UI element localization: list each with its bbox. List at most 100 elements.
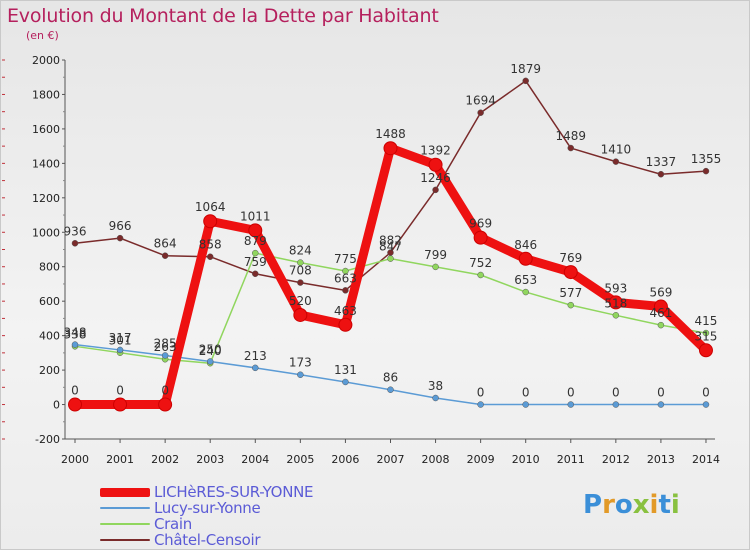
data-label: 653 [514, 273, 537, 287]
chart-unit: (en €) [26, 29, 59, 42]
data-label: 1337 [646, 155, 677, 169]
x-tick-label: 2001 [106, 453, 134, 466]
data-point [702, 329, 710, 337]
data-point [387, 255, 394, 262]
data-label: 0 [161, 384, 169, 398]
data-label: 301 [109, 334, 132, 348]
data-label: 969 [469, 217, 492, 231]
data-point [248, 223, 263, 238]
data-point [612, 158, 620, 165]
data-label: 1011 [240, 209, 271, 223]
data-point [567, 301, 575, 309]
data-label: 1410 [601, 143, 632, 157]
data-label: 1694 [465, 94, 496, 108]
data-point [428, 157, 443, 172]
x-tick-label: 2011 [557, 453, 585, 466]
data-point [477, 271, 484, 279]
data-label: 1392 [420, 144, 451, 158]
legend-swatch [100, 507, 150, 509]
data-point [698, 343, 713, 358]
data-label: 879 [244, 234, 267, 248]
data-point [383, 141, 398, 156]
x-tick-label: 2004 [241, 453, 269, 466]
data-label: 0 [612, 386, 620, 400]
data-label: 0 [522, 386, 530, 400]
y-tick-label: -200 [35, 433, 60, 446]
data-point [567, 144, 575, 152]
data-label: 752 [469, 256, 492, 270]
data-label: 0 [116, 384, 124, 398]
data-label: 285 [154, 336, 177, 350]
data-label: 569 [649, 286, 672, 300]
data-label: 663 [334, 271, 357, 285]
data-label: 1355 [691, 152, 722, 166]
data-label: 38 [428, 379, 443, 393]
data-label: 250 [199, 342, 222, 356]
data-point [387, 386, 394, 393]
data-point [522, 77, 529, 85]
data-label: 1064 [195, 200, 226, 214]
y-tick-label: 200 [39, 364, 60, 377]
data-point [293, 307, 308, 322]
data-label: 858 [199, 238, 222, 252]
data-point [702, 401, 710, 408]
data-point [702, 167, 710, 175]
data-point [657, 401, 665, 408]
legend-label: Châtel-Censoir [154, 530, 261, 549]
data-label: 86 [383, 371, 398, 385]
legend-swatch [100, 539, 150, 541]
y-tick-label: 400 [39, 330, 60, 343]
data-point [342, 378, 349, 386]
y-tick-label: 1400 [32, 157, 60, 170]
data-point [206, 253, 214, 260]
y-tick-label: 1200 [32, 192, 60, 205]
data-point [252, 249, 259, 257]
y-tick-label: 0 [53, 399, 60, 412]
data-label: 415 [695, 314, 718, 328]
data-label: 463 [334, 304, 357, 318]
x-tick-label: 2003 [196, 453, 224, 466]
data-point [116, 346, 124, 354]
data-point [477, 109, 484, 116]
data-label: 317 [109, 331, 132, 345]
data-label: 0 [657, 386, 665, 400]
data-point [567, 401, 575, 408]
legend-item: Lucy-sur-Yonne [100, 500, 261, 516]
data-point [158, 397, 173, 412]
data-point [338, 317, 353, 332]
data-point [206, 358, 214, 365]
x-tick-label: 2013 [647, 453, 675, 466]
data-label: 0 [477, 386, 485, 400]
data-point [657, 170, 665, 178]
data-label: 461 [649, 306, 672, 320]
data-point [113, 397, 128, 412]
x-tick-label: 2009 [467, 453, 495, 466]
data-label: 0 [71, 384, 79, 398]
data-point [252, 364, 259, 372]
data-label: 1246 [420, 171, 451, 185]
data-label: 593 [604, 281, 627, 295]
y-tick-label: 800 [39, 261, 60, 274]
data-label: 577 [559, 286, 582, 300]
data-point [203, 214, 218, 229]
data-point [161, 252, 169, 259]
data-point [653, 299, 668, 314]
data-label: 213 [244, 349, 267, 363]
chart-title: Evolution du Montant de la Dette par Hab… [7, 5, 439, 27]
series-line-3 [70, 143, 711, 410]
data-label: 240 [199, 344, 222, 358]
x-tick-label: 2006 [331, 453, 359, 466]
data-label: 769 [559, 251, 582, 265]
y-tick-label: 1600 [32, 123, 60, 136]
data-point [608, 295, 623, 310]
data-label: 775 [334, 252, 357, 266]
data-point [297, 371, 304, 378]
data-point [657, 321, 665, 329]
data-point [477, 401, 484, 408]
data-label: 1488 [375, 127, 406, 141]
data-label: 864 [154, 237, 177, 251]
data-point [563, 265, 578, 280]
data-label: 0 [702, 386, 710, 400]
data-point [252, 270, 259, 278]
